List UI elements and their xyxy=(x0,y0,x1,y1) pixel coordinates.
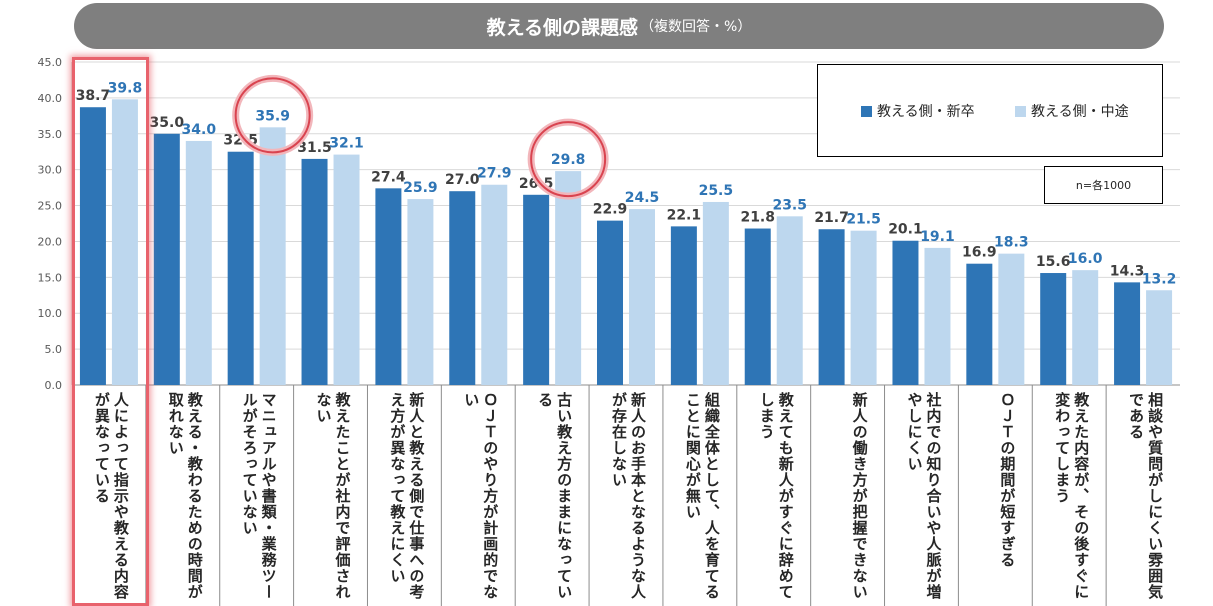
chart-title-sub: （複数回答・%） xyxy=(640,19,752,35)
y-tick-label: 30.0 xyxy=(38,164,63,177)
legend-item-new-grad: 教える側・新卒 xyxy=(861,101,975,121)
bar-new-grad xyxy=(1040,273,1067,385)
sample-size-note: n=各1000 xyxy=(1044,166,1163,204)
y-tick-label: 35.0 xyxy=(38,128,63,141)
category-label: 教えたことが社内で評価されない xyxy=(314,392,352,600)
y-tick-label: 15.0 xyxy=(38,271,63,284)
legend-swatch-new-grad xyxy=(861,105,872,117)
bar-mid-career xyxy=(111,99,138,385)
category-label: 教える・教わるための時間が取れない xyxy=(166,392,204,600)
bar-mid-career xyxy=(1072,270,1099,385)
bar-new-grad xyxy=(892,240,919,385)
data-label: 14.3 xyxy=(1110,263,1145,279)
legend: 教える側・新卒 教える側・中途 xyxy=(817,64,1163,157)
category-label: 組織全体として、人を育てることに関心が無い xyxy=(683,392,721,600)
data-label: 22.9 xyxy=(593,202,628,218)
data-label: 19.1 xyxy=(920,229,955,245)
y-tick-label: 0.0 xyxy=(45,379,63,392)
bar-new-grad xyxy=(818,229,845,385)
bar-mid-career xyxy=(924,247,951,385)
bar-new-grad xyxy=(227,151,254,385)
category-label: ＯＪＴのやり方が計画的でない xyxy=(462,392,500,600)
data-label: 16.9 xyxy=(962,245,997,261)
category-label: 教えた内容が、その後すぐに変わってしまう xyxy=(1053,392,1091,600)
data-label: 29.8 xyxy=(551,152,586,168)
bar-mid-career xyxy=(185,140,212,385)
data-label: 21.8 xyxy=(740,210,775,226)
bar-new-grad xyxy=(966,263,993,385)
category-label: 新人と教える側で仕事への考え方が異なって教えにくい xyxy=(388,392,426,600)
bar-new-grad xyxy=(523,194,550,385)
bar-mid-career xyxy=(1146,290,1173,385)
bar-new-grad xyxy=(375,188,402,385)
bar-mid-career xyxy=(850,230,877,385)
y-tick-label: 20.0 xyxy=(38,235,63,248)
bar-new-grad xyxy=(79,107,106,385)
bar-mid-career xyxy=(333,154,360,385)
y-tick-label: 25.0 xyxy=(38,200,63,213)
data-label: 23.5 xyxy=(772,197,807,213)
highlight-rectangle xyxy=(72,57,149,606)
data-label: 34.0 xyxy=(182,122,217,138)
category-label: 社内での知り合いや人脈が増やしにくい xyxy=(905,392,943,600)
category-label: 相談や質問がしにくい雰囲気である xyxy=(1127,392,1165,600)
category-label: マニュアルや書類・業務ツールがそろっていない xyxy=(240,392,278,600)
category-label: 古い教え方のままになっている xyxy=(536,392,574,600)
category-label: 新人の働き方が把握できない xyxy=(850,392,869,600)
data-label: 31.5 xyxy=(297,140,332,156)
legend-item-mid-career: 教える側・中途 xyxy=(1015,101,1129,121)
y-tick-label: 10.0 xyxy=(38,307,63,320)
data-label: 18.3 xyxy=(994,235,1029,251)
bar-new-grad xyxy=(1114,282,1141,385)
bar-mid-career xyxy=(555,171,582,385)
highlight-circle xyxy=(234,77,311,154)
bar-mid-career xyxy=(407,199,434,385)
data-label: 25.5 xyxy=(699,183,734,199)
bar-new-grad xyxy=(597,220,623,385)
data-label: 24.5 xyxy=(625,190,660,206)
bar-new-grad xyxy=(153,133,180,385)
data-label: 20.1 xyxy=(888,222,923,238)
data-label: 38.7 xyxy=(76,88,111,104)
data-label: 39.8 xyxy=(108,80,143,96)
legend-label-new-grad: 教える側・新卒 xyxy=(877,104,975,120)
bar-mid-career xyxy=(629,209,655,385)
data-label: 21.5 xyxy=(846,212,881,228)
bar-mid-career xyxy=(998,253,1025,385)
bar-new-grad xyxy=(301,158,328,385)
data-label: 27.4 xyxy=(371,169,406,185)
data-label: 15.6 xyxy=(1036,254,1071,270)
bar-mid-career xyxy=(776,216,803,385)
category-label: 新人のお手本となるような人が存在しない xyxy=(610,392,647,600)
category-label: ＯＪＴの期間が短すぎる xyxy=(998,392,1017,568)
bar-mid-career xyxy=(481,184,508,385)
data-label: 16.0 xyxy=(1068,251,1103,267)
data-label: 27.0 xyxy=(445,172,480,188)
y-tick-label: 45.0 xyxy=(38,56,63,69)
legend-label-mid-career: 教える側・中途 xyxy=(1031,104,1129,120)
data-label: 27.9 xyxy=(477,166,512,182)
bar-mid-career xyxy=(702,201,729,385)
y-tick-label: 40.0 xyxy=(38,92,63,105)
chart-title: 教える側の課題感 xyxy=(486,16,639,39)
data-label: 25.9 xyxy=(403,180,438,196)
data-label: 32.1 xyxy=(329,136,364,152)
legend-swatch-mid-career xyxy=(1015,105,1026,117)
data-label: 35.0 xyxy=(150,115,185,131)
bar-mid-career xyxy=(259,127,286,385)
y-tick-label: 5.0 xyxy=(45,343,63,356)
data-label: 13.2 xyxy=(1142,271,1177,287)
bar-new-grad xyxy=(744,228,771,385)
bar-new-grad xyxy=(670,226,697,385)
bar-new-grad xyxy=(449,191,476,385)
category-label: 人によって指示や教える内容が異なっている xyxy=(92,392,130,600)
data-label: 35.9 xyxy=(255,108,290,124)
data-label: 22.1 xyxy=(667,207,702,223)
category-label: 教えても新人がすぐに辞めてしまう xyxy=(757,392,795,600)
data-label: 21.7 xyxy=(814,210,849,226)
chart-title-bar: 教える側の課題感 （複数回答・%） xyxy=(74,3,1164,49)
highlight-circle xyxy=(530,121,607,198)
